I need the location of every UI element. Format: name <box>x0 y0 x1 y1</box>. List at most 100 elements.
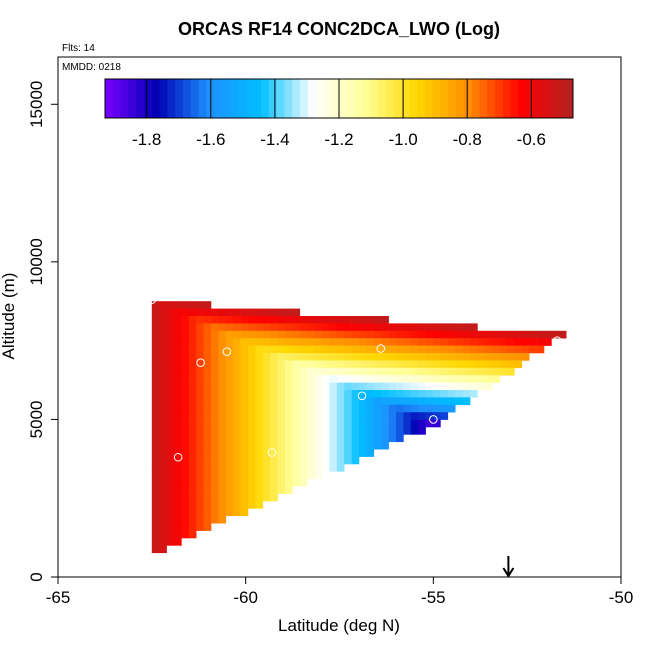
heatmap-cell <box>388 338 397 346</box>
heatmap-cell <box>433 397 441 406</box>
heatmap-cell <box>248 316 256 324</box>
colorbar-swatch <box>136 79 145 118</box>
heatmap-cell <box>255 486 264 494</box>
heatmap-cell <box>299 412 308 420</box>
heatmap-cell <box>196 323 204 332</box>
colorbar-swatch <box>534 79 543 118</box>
heatmap-cell <box>248 456 256 465</box>
heatmap-cell <box>507 367 515 376</box>
colorbar-swatch <box>440 79 449 118</box>
heatmap-cell <box>211 360 219 369</box>
heatmap-cell <box>270 382 278 391</box>
heatmap-cell <box>433 353 441 361</box>
heatmap-cell <box>277 382 286 391</box>
heatmap-cell <box>388 382 397 391</box>
heatmap-cell <box>218 456 227 465</box>
heatmap-cell <box>359 397 367 406</box>
heatmap-cell <box>366 382 375 391</box>
heatmap-cell <box>174 427 182 435</box>
heatmap-cell <box>307 390 315 398</box>
heatmap-cell <box>270 456 278 465</box>
heatmap-cell <box>233 464 241 472</box>
heatmap-cell <box>351 345 360 354</box>
x-tick-label: -65 <box>46 588 71 607</box>
heatmap-cell <box>203 316 212 324</box>
colorbar-swatch <box>487 79 496 118</box>
heatmap-cell <box>248 501 256 509</box>
heatmap-cell <box>159 301 167 309</box>
heatmap-cell <box>233 419 241 428</box>
heatmap-cell <box>211 508 219 517</box>
heatmap-cell <box>329 353 338 361</box>
heatmap-cell <box>151 301 160 309</box>
heatmap-cell <box>373 345 382 354</box>
heatmap-cell <box>366 427 375 435</box>
heatmap-cell <box>329 397 338 406</box>
heatmap-cell <box>181 434 190 443</box>
heatmap-cell <box>299 397 308 406</box>
heatmap-cell <box>277 464 286 472</box>
heatmap-cell <box>174 367 182 376</box>
heatmap-cell <box>166 360 175 369</box>
heatmap-cell <box>262 316 271 324</box>
heatmap-cell <box>322 456 330 465</box>
heatmap-cell <box>218 360 227 369</box>
heatmap-cell <box>196 456 204 465</box>
heatmap-cell <box>373 397 382 406</box>
heatmap-cell <box>240 375 249 383</box>
heatmap-cell <box>211 434 219 443</box>
heatmap-cell <box>373 382 382 391</box>
heatmap-cell <box>181 330 190 339</box>
heatmap-cell <box>499 367 508 376</box>
heatmap-cell <box>277 338 286 346</box>
heatmap-cell <box>344 338 352 346</box>
heatmap-cell <box>344 360 352 369</box>
heatmap-cell <box>196 375 204 383</box>
heatmap-cell <box>255 434 264 443</box>
heatmap-cell <box>462 330 471 339</box>
heatmap-cell <box>255 478 264 487</box>
heatmap-cell <box>388 390 397 398</box>
heatmap-cell <box>151 456 160 465</box>
heatmap-cell <box>233 353 241 361</box>
heatmap-cell <box>211 515 219 524</box>
heatmap-cell <box>248 449 256 457</box>
heatmap-cell <box>299 375 308 383</box>
heatmap-cell <box>174 464 182 472</box>
heatmap-cell <box>248 404 256 413</box>
heatmap-cell <box>188 464 197 472</box>
heatmap-cell <box>285 434 293 443</box>
heatmap-cell <box>203 301 212 309</box>
heatmap-cell <box>166 308 175 317</box>
heatmap-cell <box>329 441 338 450</box>
colorbar-swatch <box>151 79 161 118</box>
heatmap-cell <box>159 486 167 494</box>
heatmap-cell <box>521 353 530 361</box>
heatmap-cell <box>492 338 500 346</box>
heatmap-cell <box>203 441 212 450</box>
heatmap-cell <box>196 353 204 361</box>
heatmap-cell <box>492 375 500 383</box>
heatmap-cell <box>166 323 175 332</box>
heatmap-cell <box>470 360 478 369</box>
heatmap-cell <box>440 345 449 354</box>
heatmap-cell <box>359 404 367 413</box>
heatmap-cell <box>462 345 471 354</box>
heatmap-cell <box>248 308 256 317</box>
heatmap-cell <box>418 375 426 383</box>
heatmap-cell <box>188 360 197 369</box>
heatmap-cell <box>166 353 175 361</box>
heatmap-cell <box>166 419 175 428</box>
heatmap-cell <box>470 390 478 398</box>
heatmap-cell <box>151 308 160 317</box>
heatmap-cell <box>285 441 293 450</box>
heatmap-cell <box>225 478 234 487</box>
heatmap-cell <box>196 515 204 524</box>
heatmap-cell <box>403 338 412 346</box>
heatmap-cell <box>262 478 271 487</box>
heatmap-cell <box>299 338 308 346</box>
heatmap-cell <box>225 493 234 502</box>
heatmap-cell <box>225 486 234 494</box>
heatmap-cell <box>188 501 197 509</box>
heatmap-cell <box>255 316 264 324</box>
